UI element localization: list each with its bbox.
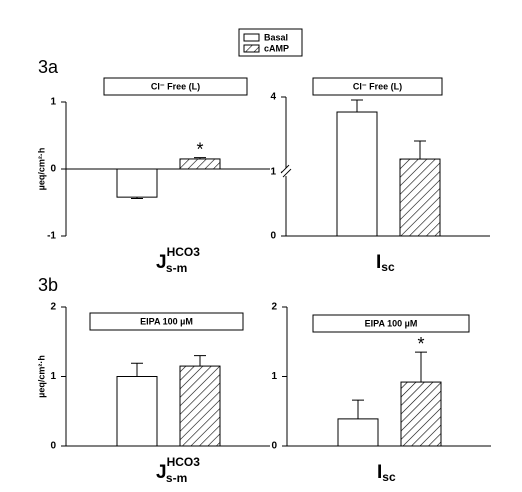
chart-title: EIPA 100 µM <box>365 318 418 328</box>
error-bar <box>131 362 143 377</box>
bar <box>400 381 442 447</box>
bar <box>179 158 221 170</box>
axis-break <box>280 164 292 178</box>
legend-swatch <box>243 44 260 53</box>
bar <box>337 418 379 447</box>
legend-swatch <box>243 33 260 42</box>
y-tick-label: 0 <box>50 164 56 175</box>
significance-mark: * <box>196 139 203 159</box>
legend-label: cAMP <box>264 43 289 53</box>
bar <box>399 158 441 237</box>
axis-break-gap <box>282 168 290 177</box>
chart-title: Cl⁻ Free (L) <box>151 81 200 91</box>
y-tick-label: 1 <box>270 167 276 178</box>
y-axis-label: µeq/cm²·h <box>36 355 46 398</box>
x-label-main: J <box>156 462 167 483</box>
x-label-main: I <box>376 252 381 273</box>
x-label-sup: HCO3 <box>167 455 201 469</box>
x-label-main: I <box>377 462 382 483</box>
y-tick-label: 1 <box>50 97 56 108</box>
title-box <box>312 77 443 96</box>
y-tick-label: 0 <box>271 441 277 452</box>
chart-title: EIPA 100 µM <box>140 316 193 326</box>
x-axis-label: Isc <box>377 462 396 484</box>
panel-label: 3a <box>38 57 59 77</box>
x-axis-label: Isc <box>376 252 395 274</box>
title-box <box>312 314 470 333</box>
error-bar <box>351 99 363 113</box>
x-label-sub: s-m <box>166 471 187 485</box>
title-box <box>89 312 244 331</box>
x-axis-label: JHCO3 s-m <box>156 245 200 275</box>
x-label-sub: s-m <box>166 261 187 275</box>
error-bar <box>194 355 206 367</box>
x-label-sub: sc <box>382 470 396 484</box>
legend-label: Basal <box>264 32 288 42</box>
y-tick-label: 1 <box>50 371 56 382</box>
y-tick-label: 0 <box>50 441 56 452</box>
bar <box>336 111 378 237</box>
y-tick-label: 0 <box>270 231 276 242</box>
y-tick-label: 2 <box>271 302 277 313</box>
bar <box>116 376 158 447</box>
error-bar <box>415 351 427 383</box>
x-label-sub: sc <box>381 260 395 274</box>
x-label-main: J <box>156 252 167 273</box>
x-axis-label: JHCO3 s-m <box>156 455 200 485</box>
significance-mark: * <box>417 334 424 354</box>
y-axis-label: µeq/cm²·h <box>36 148 46 191</box>
chart-title: Cl⁻ Free (L) <box>353 81 402 91</box>
error-bar <box>352 399 364 419</box>
panel-label: 3b <box>38 275 58 295</box>
y-tick-label: 2 <box>50 302 56 313</box>
y-tick-label: 1 <box>271 371 277 382</box>
error-bar <box>414 140 426 160</box>
bar <box>116 168 158 198</box>
y-tick-label: -1 <box>47 231 56 242</box>
error-bar <box>194 157 206 159</box>
x-label-sup: HCO3 <box>167 245 201 259</box>
title-box <box>103 77 248 96</box>
bar <box>179 365 221 447</box>
error-bar <box>131 197 143 199</box>
y-tick-label: 4 <box>270 92 276 103</box>
